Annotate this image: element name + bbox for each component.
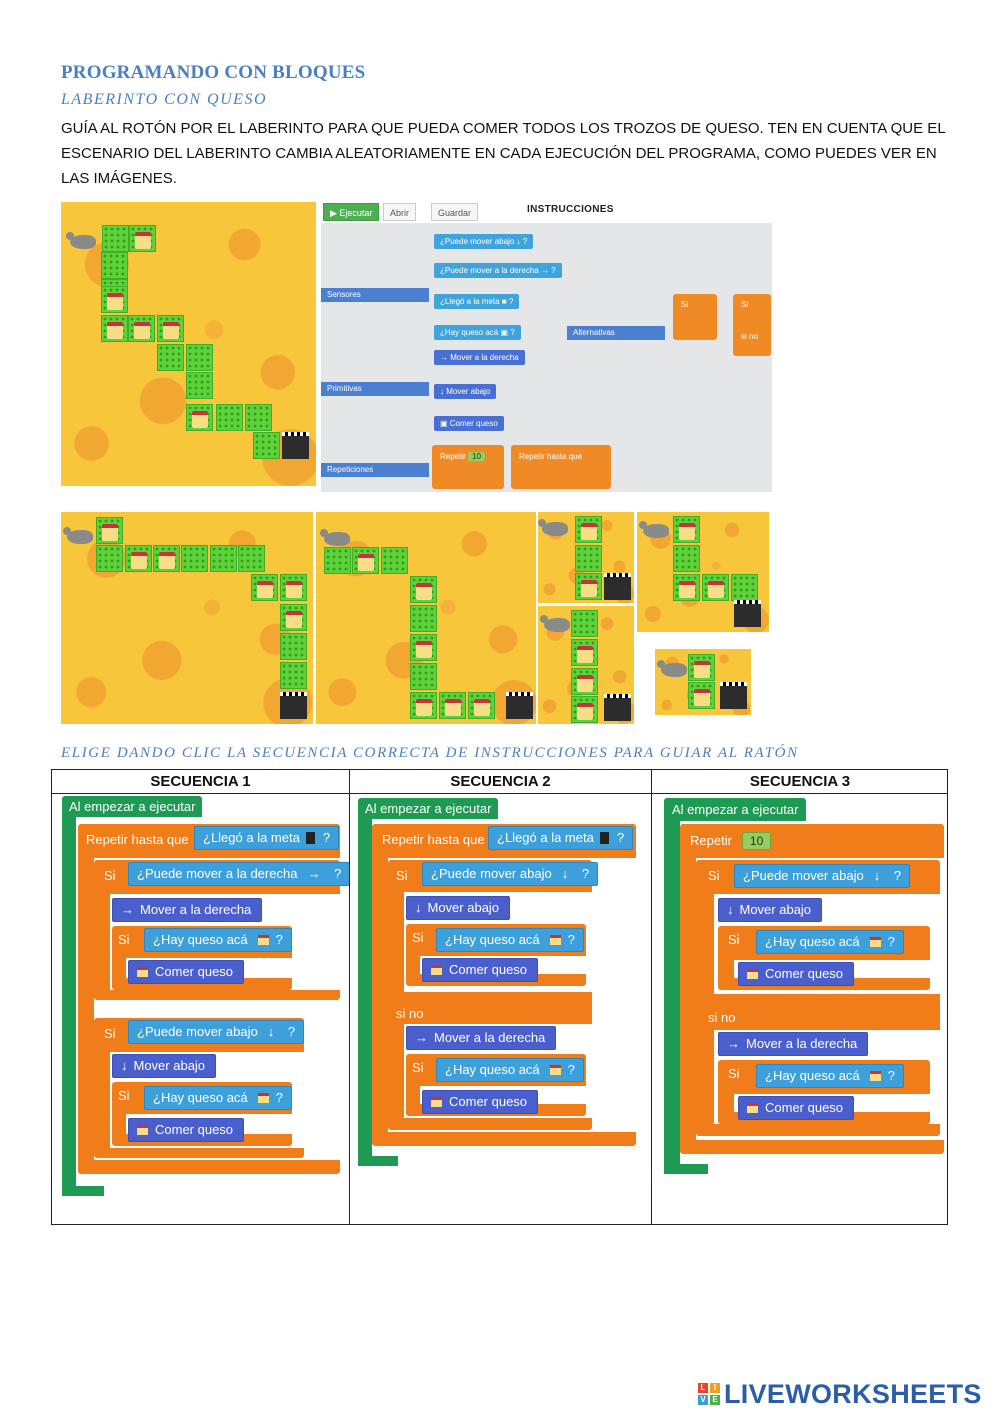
can-down-sensor: ¿Puede mover abajo ↓ ?: [128, 1020, 305, 1044]
move-right-block: → Mover a la derecha: [406, 1026, 557, 1050]
sequence-1-option[interactable]: SECUENCIA 1 Al empezar a ejecutar Repeti…: [52, 770, 351, 1224]
page-subtitle: LABERINTO CON QUESO: [61, 91, 267, 108]
intro-text: GUÍA AL ROTÓN POR EL LABERINTO PARA QUE …: [61, 120, 946, 187]
category-primitives: Primitivas: [321, 382, 429, 396]
open-button: Abrir: [383, 203, 417, 221]
sequence-table: SECUENCIA 1 Al empezar a ejecutar Repeti…: [51, 769, 948, 1225]
mini-eat-cheese: ▣ Comer queso: [434, 416, 504, 431]
can-down-sensor: ¿Puede mover abajo ↓ ?: [734, 864, 911, 888]
category-alternatives: Alternativas: [567, 326, 665, 340]
save-button: Guardar: [431, 203, 479, 221]
has-cheese-sensor-2: ¿Hay queso acá?: [436, 1058, 584, 1082]
sequence-1-header: SECUENCIA 1: [52, 770, 349, 794]
liveworksheets-logo: L I V E LIVEWORKSHEETS: [698, 1379, 982, 1409]
maze-image-main: [61, 202, 316, 486]
goal-icon: [282, 432, 309, 459]
can-down-sensor: ¿Puede mover abajo ↓ ?: [422, 862, 599, 886]
has-cheese-sensor: ¿Hay queso acá?: [756, 930, 904, 954]
page-title: PROGRAMANDO CON BLOQUES: [61, 62, 366, 83]
start-block: Al empezar a ejecutar: [62, 796, 203, 817]
sequence-3-option[interactable]: SECUENCIA 3 Al empezar a ejecutar Repeti…: [651, 770, 948, 1224]
maze-image-variant-3: [538, 512, 634, 603]
move-down-block: ↓ Mover abajo: [112, 1054, 217, 1078]
block-editor-image: ▶ Ejecutar Abrir Guardar INSTRUCCIONES S…: [321, 201, 772, 492]
mini-can-down: ¿Puede mover abajo ↓ ?: [434, 234, 534, 249]
maze-image-variant-1: [61, 512, 313, 724]
else-label: si no: [396, 1006, 424, 1021]
reached-goal-sensor: ¿Llegó a la meta?: [488, 826, 634, 850]
move-down-block: ↓ Mover abajo: [406, 896, 511, 920]
maze-image-variant-2: [316, 512, 536, 724]
instruction-text: ELIGE DANDO CLIC LA SECUENCIA CORRECTA D…: [61, 745, 799, 761]
mini-move-down: ↓ Mover abajo: [434, 384, 497, 399]
maze-image-variant-5: [637, 512, 769, 632]
move-right-block: → Mover a la derecha: [718, 1032, 869, 1056]
mouse-icon: [66, 232, 96, 249]
category-sensors: Sensores: [321, 288, 429, 302]
mini-has-cheese: ¿Hay queso acá ▣ ?: [434, 325, 521, 340]
logo-mark-icon: L I V E: [698, 1383, 720, 1405]
start-block: Al empezar a ejecutar: [358, 798, 499, 819]
eat-cheese-block: Comer queso: [128, 960, 245, 984]
repeat-count: 10: [741, 832, 772, 850]
eat-cheese-block: Comer queso: [422, 958, 539, 982]
category-repetitions: Repeticiones: [321, 463, 429, 477]
move-right-block: → Mover a la derecha: [112, 898, 263, 922]
reached-goal-sensor: ¿Llegó a la meta?: [194, 826, 340, 850]
maze-image-variant-4: [538, 606, 634, 724]
eat-cheese-block-2: Comer queso: [738, 1096, 855, 1120]
eat-cheese-block-2: Comer queso: [128, 1118, 245, 1142]
mini-can-right: ¿Puede mover a la derecha → ?: [434, 263, 562, 278]
has-cheese-sensor-2: ¿Hay queso acá?: [756, 1064, 904, 1088]
sequence-2-header: SECUENCIA 2: [350, 770, 651, 794]
eat-cheese-block: Comer queso: [738, 962, 855, 986]
editor-panel-title: INSTRUCCIONES: [527, 204, 614, 215]
can-right-sensor: ¿Puede mover a la derecha → ?: [128, 862, 351, 886]
move-down-block: ↓ Mover abajo: [718, 898, 823, 922]
sequence-2-option[interactable]: SECUENCIA 2 Al empezar a ejecutar Repeti…: [349, 770, 651, 1224]
sequence-3-header: SECUENCIA 3: [652, 770, 948, 794]
editor-toolbar: ▶ Ejecutar Abrir Guardar INSTRUCCIONES: [321, 201, 772, 223]
mini-reached-goal: ¿Llegó a la meta ■ ?: [434, 294, 520, 309]
has-cheese-sensor: ¿Hay queso acá?: [144, 928, 292, 952]
mini-move-right: → Mover a la derecha: [434, 350, 525, 365]
maze-image-variant-6: [655, 649, 751, 715]
has-cheese-sensor: ¿Hay queso acá?: [436, 928, 584, 952]
else-label: si no: [708, 1010, 736, 1025]
eat-cheese-block-2: Comer queso: [422, 1090, 539, 1114]
run-button: ▶ Ejecutar: [323, 203, 380, 221]
logo-text: LIVEWORKSHEETS: [724, 1378, 982, 1409]
has-cheese-sensor-2: ¿Hay queso acá?: [144, 1086, 292, 1110]
start-block: Al empezar a ejecutar: [664, 798, 807, 821]
